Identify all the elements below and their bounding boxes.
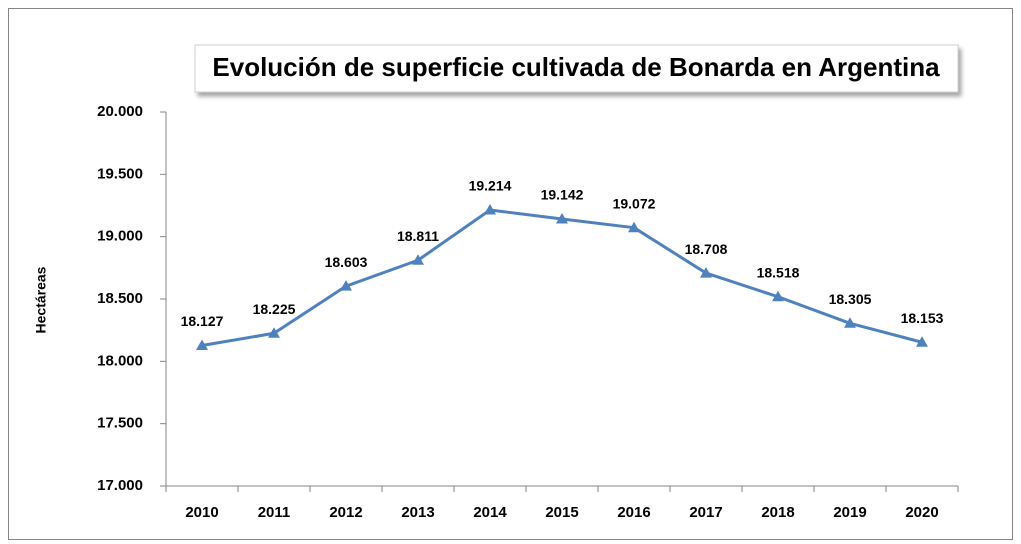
data-point (196, 339, 208, 351)
data-point (700, 267, 712, 278)
x-tick-label: 2010 (185, 504, 218, 521)
x-tick-label: 2014 (473, 504, 507, 521)
y-tick-label: 19.000 (97, 228, 143, 245)
data-point (556, 212, 568, 224)
data-label: 19.072 (613, 195, 656, 211)
chart-title: Evolución de superficie cultivada de Bon… (212, 52, 940, 82)
data-label: 18.305 (829, 291, 872, 307)
data-label: 18.225 (253, 301, 296, 317)
y-tick-label: 19.500 (97, 165, 143, 182)
x-tick-label: 2017 (689, 504, 722, 521)
x-tick-label: 2012 (329, 504, 362, 521)
y-axis-title: Hectáreas (33, 266, 49, 333)
data-label: 19.214 (469, 178, 512, 194)
data-point (916, 336, 928, 347)
x-tick-label: 2016 (617, 504, 650, 521)
data-point (844, 317, 856, 328)
y-tick-label: 20.000 (97, 103, 143, 120)
x-tick-label: 2020 (905, 504, 938, 521)
x-tick-label: 2019 (833, 504, 866, 521)
data-point (484, 203, 496, 215)
data-point (412, 254, 424, 265)
data-label: 18.603 (325, 254, 368, 270)
data-label: 18.708 (685, 241, 728, 257)
x-tick-label: 2015 (545, 504, 578, 521)
data-label: 18.127 (181, 313, 224, 329)
x-tick-label: 2013 (401, 504, 434, 521)
data-label: 18.518 (757, 264, 800, 280)
data-point (628, 221, 640, 233)
y-tick-label: 18.000 (97, 352, 143, 369)
data-point (340, 280, 352, 291)
data-label: 19.142 (541, 187, 584, 203)
chart-border (8, 8, 1013, 540)
y-tick-label: 17.500 (97, 415, 143, 432)
data-point (268, 327, 280, 338)
data-label: 18.153 (901, 310, 944, 326)
data-point (772, 290, 784, 302)
x-tick-label: 2018 (761, 504, 794, 521)
y-tick-label: 18.500 (97, 290, 143, 307)
title-box (194, 44, 959, 93)
y-tick-label: 17.000 (97, 477, 143, 494)
x-tick-label: 2011 (258, 504, 291, 521)
data-label: 18.811 (397, 228, 439, 244)
